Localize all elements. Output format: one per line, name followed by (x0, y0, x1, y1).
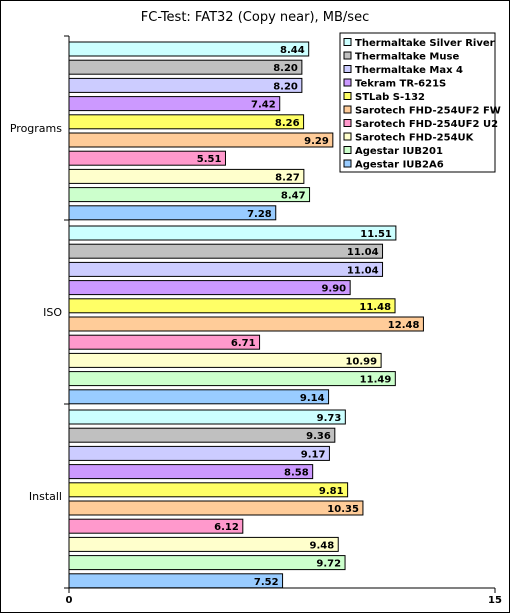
bar (68, 41, 310, 57)
bar (68, 427, 336, 443)
data-label: 7.52 (254, 577, 279, 588)
x-tick-label: 0 (66, 595, 73, 606)
data-label: 11.51 (360, 229, 392, 240)
legend-swatch (343, 105, 352, 114)
bar (68, 59, 303, 75)
legend-label: Sarotech FHD-254UK (355, 133, 475, 144)
bar (68, 261, 384, 277)
data-label: 8.27 (275, 172, 300, 183)
data-label: 9.48 (310, 540, 335, 551)
bar (68, 352, 382, 368)
legend-label: Agestar IUB201 (355, 146, 443, 157)
bar (68, 114, 305, 130)
data-label: 5.51 (197, 154, 222, 165)
legend-label: Thermaltake Silver River (355, 38, 495, 49)
x-tick-label: 15 (488, 595, 502, 606)
legend-swatch (343, 78, 352, 87)
legend: Thermaltake Silver River Thermaltake Muse… (339, 32, 501, 173)
data-label: 12.48 (388, 320, 420, 331)
data-label: 7.42 (251, 100, 276, 111)
bar (68, 536, 339, 552)
bar (68, 132, 334, 148)
legend-swatch (343, 65, 352, 73)
bar (68, 316, 424, 332)
chart-title: FC-Test: FAT32 (Copy near), MB/sec (141, 10, 369, 25)
data-label: 9.73 (317, 413, 342, 424)
data-label: 6.12 (214, 522, 239, 533)
legend-label: Sarotech FHD-254UF2 FW (355, 106, 501, 117)
legend-swatch (343, 38, 352, 46)
bar (68, 225, 397, 241)
data-label: 9.17 (301, 449, 326, 460)
data-label: 9.72 (316, 559, 341, 570)
data-label: 10.35 (327, 504, 359, 515)
bar (68, 445, 330, 461)
data-label: 11.49 (360, 375, 392, 386)
bar (68, 96, 281, 112)
legend-swatch (343, 146, 352, 154)
data-label: 9.29 (304, 136, 329, 147)
category-label: Programs (10, 122, 62, 135)
legend-label: Sarotech FHD-254UF2 U2 (355, 119, 498, 130)
data-label: 6.71 (231, 338, 256, 349)
data-label: 11.48 (359, 302, 391, 313)
data-label: 9.81 (319, 486, 344, 497)
category-label: ISO (43, 306, 62, 319)
bar (68, 187, 311, 203)
data-label: 9.90 (321, 284, 346, 295)
bar (68, 280, 351, 296)
data-label: 10.99 (345, 356, 377, 367)
legend-swatch (343, 159, 352, 168)
data-label: 9.36 (306, 431, 331, 442)
bar (68, 205, 277, 221)
data-label: 8.47 (281, 191, 306, 202)
data-label: 8.44 (280, 45, 305, 56)
legend-label: Thermaltake Muse (355, 52, 459, 63)
bar (68, 482, 349, 498)
data-label: 9.14 (300, 393, 325, 404)
legend-swatch (343, 132, 352, 141)
bar (68, 500, 364, 516)
legend-box (339, 32, 496, 173)
data-label: 8.20 (273, 81, 298, 92)
bar (68, 168, 305, 184)
category-label: Install (29, 490, 62, 503)
data-label: 7.28 (247, 209, 272, 220)
bar (68, 243, 384, 259)
legend-label: Tekram TR-621S (355, 79, 446, 90)
axis-layer: Programs ISO Install 0 15 (10, 35, 502, 606)
data-label: 8.58 (284, 468, 309, 479)
bar (68, 573, 284, 589)
data-label: 11.04 (347, 247, 379, 258)
data-label: 8.20 (273, 63, 298, 74)
bar (68, 409, 346, 425)
data-label: 11.04 (347, 265, 379, 276)
legend-label: Thermaltake Max 4 (355, 65, 463, 76)
bar (68, 464, 314, 480)
legend-swatch (343, 92, 352, 100)
data-label: 8.26 (275, 118, 300, 129)
legend-swatch (343, 51, 352, 60)
bar (68, 389, 330, 405)
legend-swatch (343, 119, 352, 127)
legend-label: Agestar IUB2A6 (355, 160, 444, 171)
bar (68, 77, 303, 93)
bar (68, 555, 346, 571)
bar (68, 298, 396, 314)
legend-label: STLab S-132 (355, 92, 425, 103)
bar (68, 371, 396, 387)
